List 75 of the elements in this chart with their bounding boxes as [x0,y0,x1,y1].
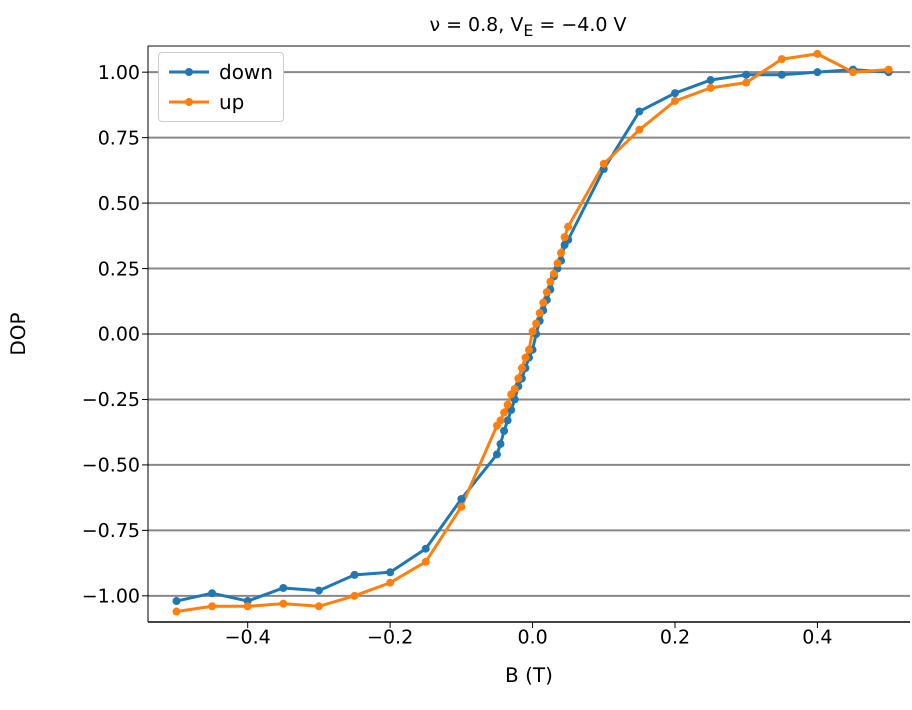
y-tick-label: 0.25 [98,258,140,280]
y-tick-label: −0.25 [82,389,140,412]
point [670,89,679,98]
x-tick-label: −0.4 [224,626,271,648]
point [560,233,569,242]
point [457,494,466,503]
point [386,578,394,587]
point [553,259,562,268]
point [279,584,288,592]
x-tick-label: 0.0 [517,626,548,648]
point [525,346,533,354]
point [813,50,822,58]
y-tick-label: 0.50 [98,192,140,215]
point [564,222,572,231]
point [884,66,893,74]
x-tick-label: −0.2 [367,626,414,648]
point [550,270,558,278]
point [422,544,430,553]
point [504,416,512,424]
point [560,240,569,249]
y-tick-label: 0.00 [98,324,140,346]
y-axis-title: DOP [6,312,30,356]
legend-label: down [219,60,273,84]
point [521,354,530,362]
y-tick-label: −0.75 [82,520,140,542]
chart-title: ν = 0.8, V$_{E}$ = −4.0 V [428,13,628,42]
point [172,608,180,616]
x-tick-label: 0.2 [660,626,690,648]
point [279,600,288,608]
point [504,400,512,409]
point [778,55,786,64]
point [518,364,526,372]
point [350,570,359,579]
point [670,96,679,105]
point [528,327,537,336]
y-tick-label: −0.50 [82,454,140,477]
point [500,426,508,435]
point [500,408,508,417]
point [813,68,822,76]
point [386,568,394,576]
point [742,78,750,87]
point [208,589,216,598]
point [532,320,540,328]
legend-label: up [219,90,244,114]
point [742,70,750,79]
point [706,76,715,84]
point [778,70,786,79]
x-axis-title: B (T) [505,663,553,687]
point [492,450,501,458]
point [350,592,359,600]
point [244,602,252,610]
y-tick-label: 1.00 [98,62,140,84]
point [536,309,544,318]
point [514,374,522,383]
point [635,126,644,134]
point [546,278,554,286]
point [557,248,566,257]
point [849,68,858,76]
point [457,502,466,511]
point [600,160,608,168]
point [208,602,216,610]
point [496,440,505,448]
point [542,288,551,296]
point [496,416,505,424]
point [172,597,180,606]
point [539,298,548,307]
point [706,84,715,92]
point [314,602,323,610]
point [314,586,323,595]
point [422,558,430,566]
y-tick-label: −1.00 [82,586,140,608]
x-tick-label: 0.4 [802,626,833,648]
point [510,384,519,393]
y-tick-label: 0.75 [98,127,140,150]
point [635,107,644,116]
